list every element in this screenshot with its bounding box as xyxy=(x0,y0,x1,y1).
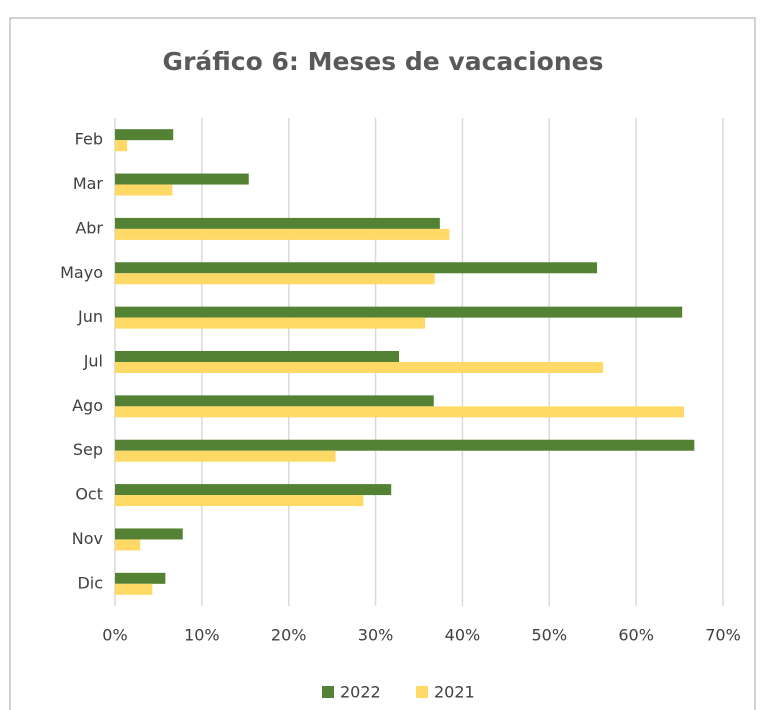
y-tick-label: Sep xyxy=(73,440,103,459)
bar xyxy=(115,484,392,496)
x-tick-label: 20% xyxy=(271,626,307,645)
bar xyxy=(115,140,128,152)
bar xyxy=(115,273,435,285)
y-tick-label: Ago xyxy=(72,396,103,415)
y-tick-label: Mar xyxy=(73,174,104,193)
bar xyxy=(115,495,364,507)
bar xyxy=(115,173,249,185)
legend-label: 2022 xyxy=(340,683,381,702)
y-tick-label: Jun xyxy=(77,307,103,326)
bar xyxy=(115,406,684,418)
bar xyxy=(115,351,400,362)
bar xyxy=(115,572,166,584)
chart-frame xyxy=(9,17,756,710)
bar xyxy=(115,306,683,318)
x-tick-label: 50% xyxy=(532,626,568,645)
bar xyxy=(115,262,598,274)
y-tick-label: Nov xyxy=(72,529,103,548)
bar xyxy=(115,450,336,462)
bar xyxy=(115,184,173,196)
bar xyxy=(115,129,174,141)
x-tick-label: 70% xyxy=(705,626,741,645)
bar xyxy=(115,439,695,451)
bar xyxy=(115,362,604,373)
y-tick-label: Oct xyxy=(75,485,103,504)
x-tick-label: 40% xyxy=(445,626,481,645)
bar xyxy=(115,395,434,407)
legend-swatch xyxy=(322,686,334,698)
y-tick-label: Jul xyxy=(83,352,103,371)
y-tick-label: Mayo xyxy=(60,263,103,282)
bar xyxy=(115,228,450,240)
x-tick-label: 0% xyxy=(102,626,127,645)
bar xyxy=(115,317,426,329)
bar xyxy=(115,583,153,595)
legend-label: 2021 xyxy=(434,683,475,702)
x-tick-label: 30% xyxy=(358,626,394,645)
chart-title: Gráfico 6: Meses de vacaciones xyxy=(163,47,604,76)
bar xyxy=(115,528,183,540)
bar xyxy=(115,217,440,229)
y-tick-label: Abr xyxy=(75,218,103,237)
y-tick-label: Dic xyxy=(77,573,103,592)
bar xyxy=(115,539,141,551)
x-tick-label: 10% xyxy=(184,626,220,645)
y-tick-label: Feb xyxy=(75,130,103,149)
x-tick-label: 60% xyxy=(618,626,654,645)
legend-swatch xyxy=(416,686,428,698)
